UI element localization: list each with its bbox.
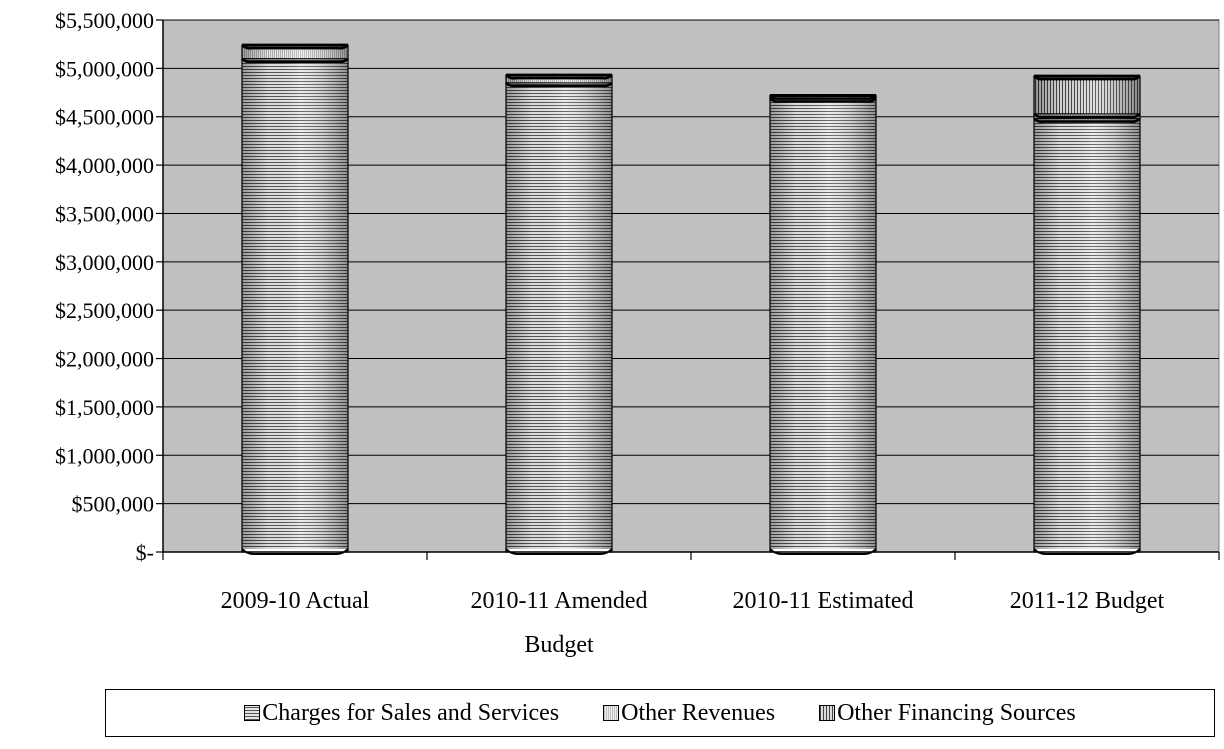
bar-stack xyxy=(769,93,877,555)
bar-stack xyxy=(1033,74,1141,555)
bar-charges-rim xyxy=(1033,117,1141,124)
bar-other-revenues-rim xyxy=(505,74,613,80)
bar-other-financing-rim xyxy=(1033,75,1141,81)
legend-label-other-financing: Other Financing Sources xyxy=(837,699,1076,726)
y-tick-label: $2,500,000 xyxy=(55,298,154,323)
y-tick-label: $1,000,000 xyxy=(55,443,154,468)
bar-stack xyxy=(505,73,613,555)
bar-charges-shading xyxy=(506,82,612,552)
y-tick-label: $4,000,000 xyxy=(55,153,154,178)
y-tick-label: $500,000 xyxy=(72,492,155,517)
y-tick-label: $4,500,000 xyxy=(55,105,154,130)
y-tick-label: $1,500,000 xyxy=(55,395,154,420)
bar-charges-shading xyxy=(770,98,876,552)
bar-other-revenues-rim xyxy=(1033,112,1141,119)
legend-swatch-charges xyxy=(244,705,261,721)
legend-item-other-financing: Other Financing Sources xyxy=(819,700,1076,727)
x-tick-label: 2010-11 Estimated xyxy=(732,588,913,614)
legend-item-charges: Charges for Sales and Services xyxy=(244,700,559,727)
bar-stack xyxy=(241,43,349,555)
legend-swatch-other-financing xyxy=(819,705,836,721)
y-tick-label: $- xyxy=(136,540,154,565)
legend-swatch-other-revenues xyxy=(603,705,620,721)
x-tick-label: 2011-12 Budget xyxy=(1010,588,1165,614)
legend-label-charges: Charges for Sales and Services xyxy=(262,699,560,726)
bar-charges-rim xyxy=(241,57,349,64)
y-tick-label: $5,500,000 xyxy=(55,8,154,33)
bar-other-revenues-rim xyxy=(241,44,349,50)
y-tick-label: $5,000,000 xyxy=(55,56,154,81)
bar-charges-rim xyxy=(505,81,613,88)
bar-charges-shading xyxy=(1034,118,1140,553)
legend-label-other-revenues: Other Revenues xyxy=(621,699,776,726)
x-tick-label: 2009-10 Actual xyxy=(221,588,370,614)
chart-canvas: $- $500,000 $1,000,000 $1,500,000 $2,000,000… xyxy=(55,8,1220,658)
legend-item-other-revenues: Other Revenues xyxy=(603,700,775,727)
bar-charges-shading xyxy=(242,58,348,552)
x-tick-label: 2010-11 Amended Budget xyxy=(470,588,647,658)
y-tick-label: $3,500,000 xyxy=(55,201,154,226)
bar-other-revenues-rim xyxy=(769,94,877,100)
legend: Charges for Sales and Services Other Rev… xyxy=(105,689,1215,737)
y-tick-label: $3,000,000 xyxy=(55,250,154,275)
y-tick-label: $2,000,000 xyxy=(55,347,154,372)
bar-charges-rim xyxy=(769,97,877,103)
bar-other-financing-shading xyxy=(1034,76,1140,114)
